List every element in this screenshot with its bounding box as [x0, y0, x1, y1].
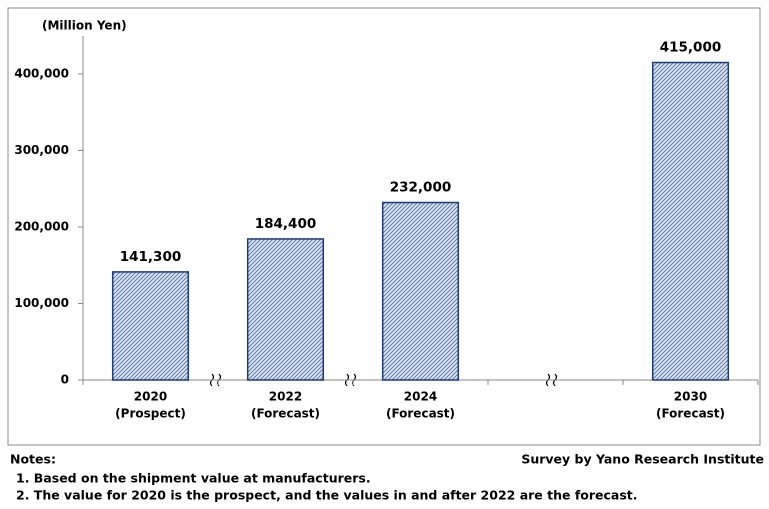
- value-label: 184,400: [255, 216, 317, 232]
- bar: [246, 238, 325, 381]
- x-tick-sublabel: (Forecast): [386, 407, 455, 421]
- chart-frame: [7, 7, 761, 446]
- x-tick-sublabel: (Prospect): [115, 407, 186, 421]
- value-label: 141,300: [120, 249, 182, 265]
- y-tick-label: 0: [61, 373, 69, 387]
- x-tick-sublabel: (Forecast): [251, 407, 320, 421]
- bar: [651, 61, 730, 381]
- notes-heading: Notes:: [10, 452, 56, 467]
- y-tick-label: 300,000: [14, 143, 69, 157]
- source: Survey by Yano Research Institute: [521, 452, 764, 467]
- value-label: 415,000: [660, 40, 722, 56]
- x-tick-label: 2024: [404, 390, 437, 404]
- value-label: 232,000: [390, 180, 452, 196]
- bar: [381, 201, 460, 381]
- note: 1. Based on the shipment value at manufa…: [16, 471, 371, 486]
- x-tick-label: 2020: [134, 390, 167, 404]
- note: 2. The value for 2020 is the prospect, a…: [16, 488, 638, 503]
- y-tick-label: 200,000: [14, 220, 69, 234]
- y-tick-label: 400,000: [14, 67, 69, 81]
- y-axis-label: (Million Yen): [42, 19, 127, 33]
- x-tick-label: 2022: [269, 390, 302, 404]
- x-tick-sublabel: (Forecast): [656, 407, 725, 421]
- x-tick-label: 2030: [674, 390, 707, 404]
- bar: [111, 271, 190, 381]
- y-tick-label: 100,000: [14, 296, 69, 310]
